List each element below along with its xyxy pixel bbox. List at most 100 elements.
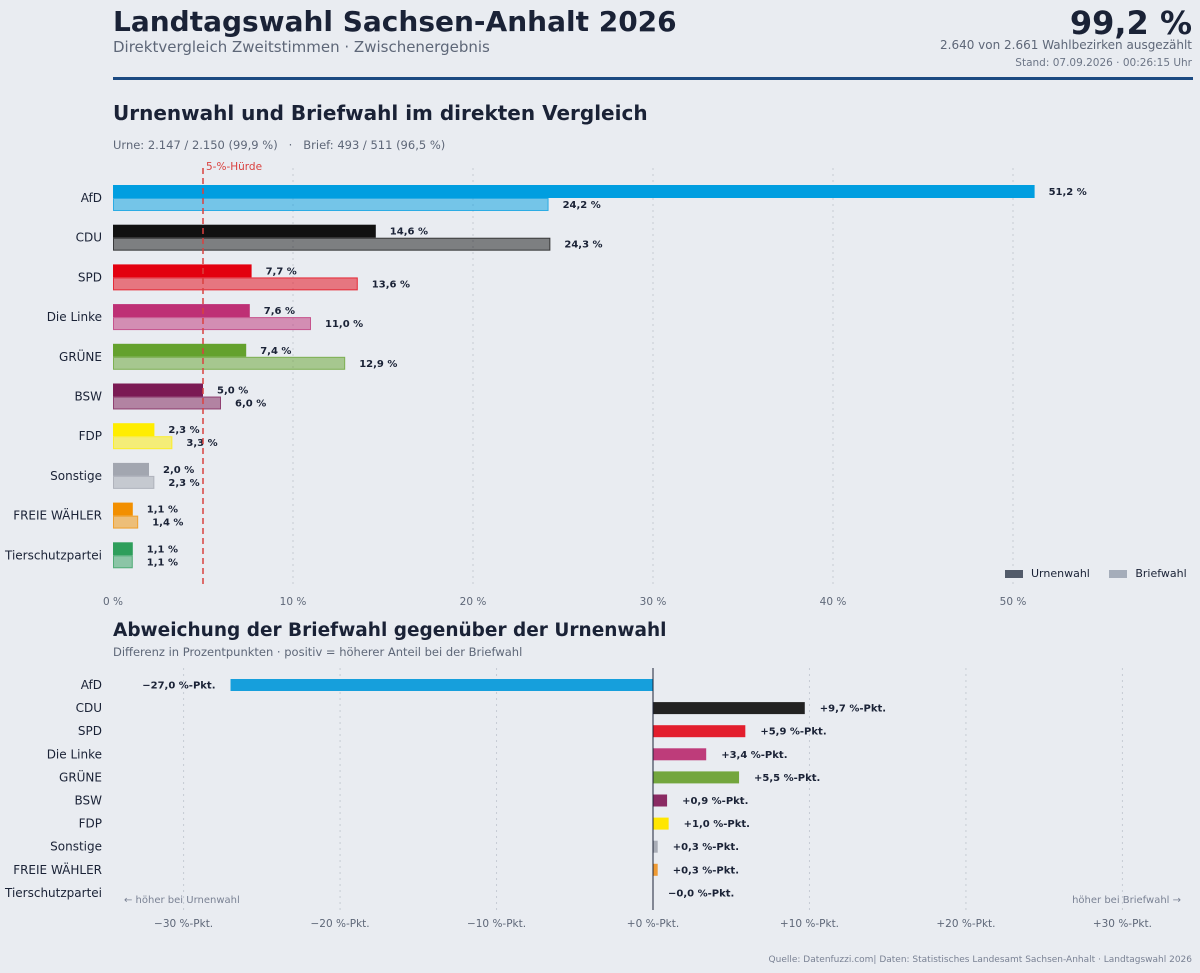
- threshold-label: 5-%-Hürde: [206, 161, 262, 173]
- chart2-x-tick-label: +10 %-Pkt.: [780, 918, 839, 930]
- chart2-x-tick-label: −30 %-Pkt.: [154, 918, 213, 930]
- urne-bar-fdp: [113, 423, 155, 437]
- chart2-subtitle: Differenz in Prozentpunkten · positiv = …: [113, 645, 523, 659]
- brief-value-label: 13,6 %: [372, 279, 410, 290]
- brief-value-label: 3,3 %: [186, 438, 217, 449]
- brief-bar-afd: [113, 198, 549, 211]
- chart2-x-tick-label: −20 %-Pkt.: [310, 918, 369, 930]
- brief-bar-spd: [113, 277, 358, 291]
- diff-value-label: +0,3 %-Pkt.: [673, 865, 739, 876]
- diff-bar-cdu: [653, 702, 805, 715]
- diff-value-label: +0,9 %-Pkt.: [682, 796, 748, 807]
- diff-value-label: +0,3 %-Pkt.: [673, 842, 739, 853]
- brief-bar-tierschutzpartei: [113, 555, 133, 569]
- urne-bar-freie-waehler: [113, 502, 133, 516]
- chart1-category-label: FDP: [79, 429, 102, 443]
- urne-bar-bsw: [113, 383, 203, 397]
- chart1-x-tick-label: 30 %: [640, 596, 667, 608]
- brief-bar-cdu: [113, 237, 551, 251]
- diff-value-label: +1,0 %-Pkt.: [684, 819, 750, 830]
- brief-value-label: 6,0 %: [235, 399, 266, 410]
- chart2-category-label: BSW: [74, 794, 102, 808]
- urne-bar-cdu: [113, 224, 376, 238]
- urne-value-label: 14,6 %: [390, 227, 428, 238]
- chart1-category-label: SPD: [78, 270, 102, 284]
- chart2-title: Abweichung der Briefwahl gegenüber der U…: [113, 620, 667, 641]
- urne-bar-tierschutzpartei: [113, 542, 133, 556]
- diff-value-label: −27,0 %-Pkt.: [142, 681, 215, 692]
- chart2-category-label: SPD: [78, 724, 102, 738]
- diff-value-label: +5,5 %-Pkt.: [754, 773, 820, 784]
- diff-value-label: −0,0 %-Pkt.: [668, 888, 734, 899]
- chart1-category-label: Sonstige: [50, 469, 102, 483]
- brief-bar-sonstige: [113, 475, 155, 489]
- urne-bar-spd: [113, 264, 252, 278]
- urne-bar-die-linke: [113, 304, 250, 318]
- diff-value-label: +5,9 %-Pkt.: [760, 727, 826, 738]
- chart1-x-tick-label: 40 %: [820, 596, 847, 608]
- urne-value-label: 7,6 %: [264, 306, 295, 317]
- page-subtitle: Direktvergleich Zweitstimmen · Zwischene…: [113, 38, 490, 56]
- timestamp: Stand: 07.09.2026 · 00:26:15 Uhr: [1015, 57, 1192, 69]
- brief-bar-fdp: [113, 436, 173, 450]
- legend-swatch-briefwahl: [1109, 569, 1128, 578]
- chart1-x-tick-label: 20 %: [460, 596, 487, 608]
- chart2-x-tick-label: +0 %-Pkt.: [627, 918, 679, 930]
- source-note: Quelle: Datenfuzzi.com| Daten: Statistis…: [768, 955, 1192, 965]
- chart1-x-tick-label: 10 %: [280, 596, 307, 608]
- districts-counted: 2.640 von 2.661 Wahlbezirken ausgezählt: [940, 38, 1192, 52]
- chart2-category-label: FREIE WÄHLER: [13, 862, 102, 877]
- chart1-category-label: GRÜNE: [59, 348, 102, 364]
- counted-percentage: 99,2 %: [1069, 4, 1192, 42]
- diff-bar-die-linke: [653, 748, 707, 761]
- diff-bar-afd: [230, 679, 653, 691]
- chart2-category-label: FDP: [79, 817, 102, 831]
- brief-value-label: 2,3 %: [168, 478, 199, 489]
- chart2-category-label: Tierschutzpartei: [4, 886, 102, 900]
- brief-value-label: 1,1 %: [147, 557, 178, 568]
- brief-value-label: 24,3 %: [564, 240, 602, 251]
- urne-bar-sonstige: [113, 462, 149, 476]
- brief-value-label: 24,2 %: [563, 200, 601, 211]
- chart1-x-tick-label: 50 %: [1000, 596, 1027, 608]
- brief-bar-die-linke: [113, 317, 311, 331]
- diff-bar-spd: [653, 725, 746, 738]
- chart1-category-label: AfD: [81, 191, 102, 205]
- diff-value-label: +9,7 %-Pkt.: [820, 704, 886, 715]
- urne-value-label: 2,3 %: [168, 425, 199, 436]
- chart2-category-label: GRÜNE: [59, 768, 102, 784]
- brief-value-label: 12,9 %: [359, 359, 397, 370]
- legend-label-briefwahl: Briefwahl: [1135, 566, 1187, 580]
- brief-value-label: 11,0 %: [325, 319, 363, 330]
- chart1-category-label: FREIE WÄHLER: [13, 508, 102, 523]
- diff-bar-sonstige: [653, 840, 658, 853]
- chart1-category-label: Tierschutzpartei: [4, 548, 102, 562]
- brief-bar-freie-waehler: [113, 515, 139, 529]
- urne-value-label: 1,1 %: [147, 544, 178, 555]
- diff-value-label: +3,4 %-Pkt.: [721, 750, 787, 761]
- chart2-category-label: Sonstige: [50, 840, 102, 854]
- header-rule: [113, 77, 1193, 80]
- chart1-subtitle: Urne: 2.147 / 2.150 (99,9 %) · Brief: 49…: [113, 138, 446, 152]
- diff-bar-bsw: [653, 794, 668, 807]
- chart2-category-label: CDU: [76, 701, 102, 715]
- annotation-left: ← höher bei Urnenwahl: [124, 895, 240, 906]
- diff-bar-fdp: [653, 817, 669, 830]
- chart1-category-label: BSW: [74, 390, 102, 404]
- chart2-x-tick-label: +30 %-Pkt.: [1093, 918, 1152, 930]
- chart1-title: Urnenwahl und Briefwahl im direkten Verg…: [113, 101, 648, 125]
- urne-bar-afd: [113, 185, 1035, 198]
- chart2-category-label: AfD: [81, 678, 102, 692]
- chart2-category-label: Die Linke: [47, 747, 102, 761]
- urne-value-label: 1,1 %: [147, 505, 178, 516]
- urne-value-label: 7,4 %: [260, 346, 291, 357]
- page-title: Landtagswahl Sachsen-Anhalt 2026: [113, 5, 677, 38]
- chart1-x-tick-label: 0 %: [103, 596, 123, 608]
- chart1-legend: Urnenwahl Briefwahl: [1005, 566, 1187, 580]
- legend-label-urnenwahl: Urnenwahl: [1031, 566, 1090, 580]
- brief-bar-gruene: [113, 356, 346, 370]
- diff-bar-gruene: [653, 771, 740, 784]
- chart2-x-tick-label: −10 %-Pkt.: [467, 918, 526, 930]
